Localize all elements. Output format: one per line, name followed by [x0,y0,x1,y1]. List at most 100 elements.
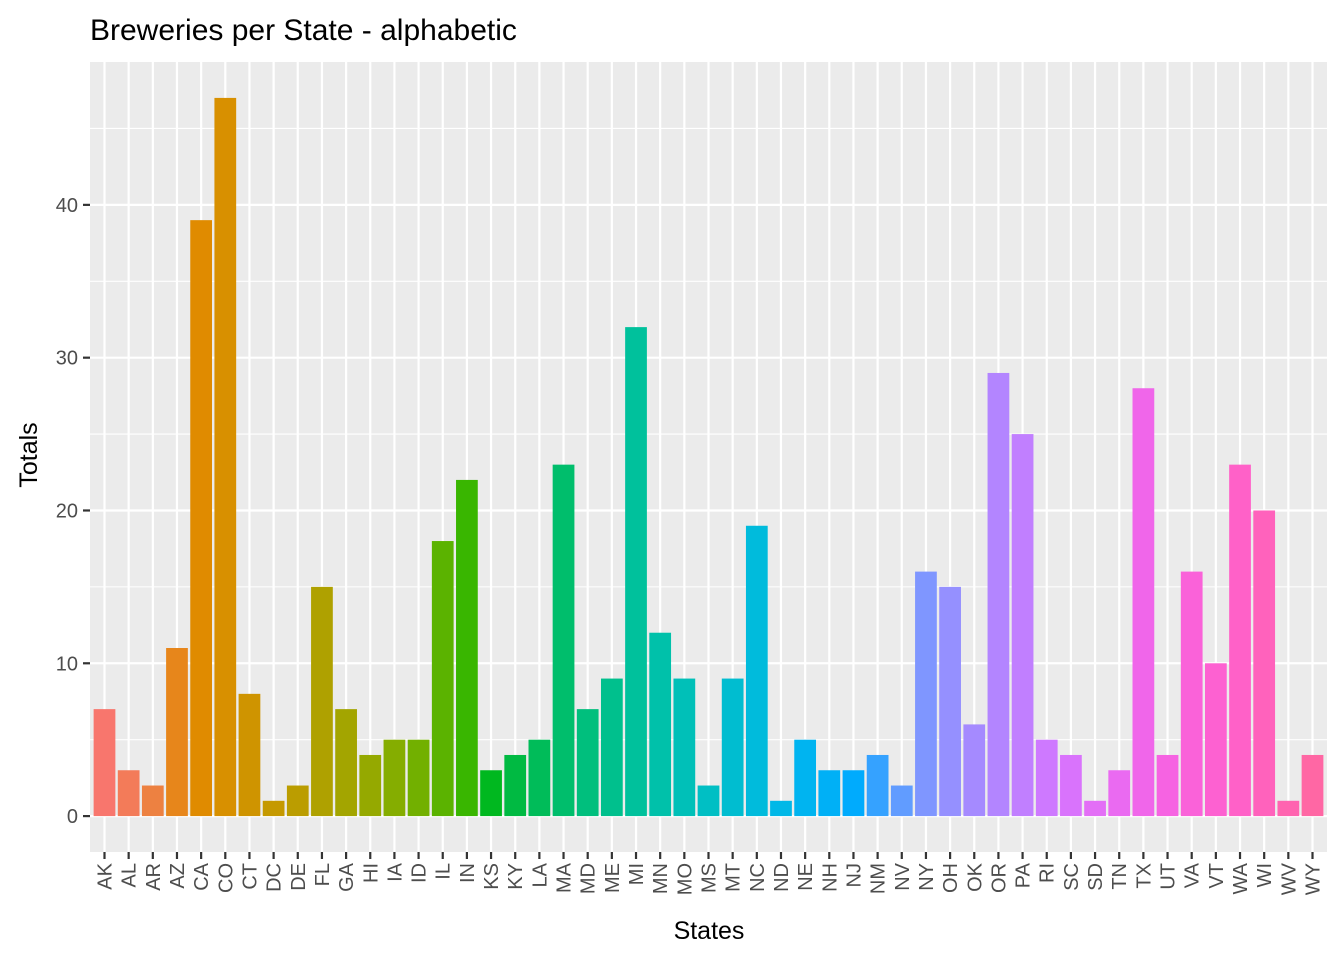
bar-vt [1204,663,1227,817]
bar-ct [238,693,261,817]
y-tick-label: 30 [56,348,78,370]
x-tick-label: NJ [843,863,865,887]
bar-tn [1108,770,1131,817]
x-tick-label: IA [384,862,406,882]
x-tick-label: IN [457,863,479,883]
x-tick-label: VT [1206,863,1228,889]
x-tick-label: MA [554,862,576,893]
bar-ok [963,724,986,817]
bar-ky [504,754,527,817]
x-tick-label: GA [336,862,358,892]
x-tick-label: KY [505,863,527,890]
bar-wi [1253,510,1276,817]
x-tick-label: HI [360,863,382,883]
bar-sd [1084,800,1106,817]
y-tick-label: 40 [56,195,78,217]
bar-al [117,770,140,817]
x-tick-label: SC [1061,863,1083,891]
x-axis: AK AL AR AZ CA CO CT DC DE FL GA HI IA ID IL IN KS KY LA MA… [94,852,1325,895]
bar-ma [552,464,575,817]
x-tick-label: UT [1158,863,1180,890]
x-tick-label: NH [819,863,841,892]
bar-fl [311,586,333,817]
bar-va [1180,571,1203,817]
x-tick-label: MI [626,863,648,885]
bar-ca [190,220,213,817]
chart-title: Breweries per State - alphabetic [90,14,517,47]
bar-wv [1277,800,1300,817]
bar-ks [480,770,502,817]
bar-mn [649,632,672,817]
bar-ne [794,739,817,817]
bar-la [528,739,551,817]
x-tick-label: ME [602,863,624,893]
x-tick-label: MD [578,863,600,894]
bar-or [987,372,1010,817]
bar-tx [1132,388,1155,817]
bar-me [600,678,623,817]
x-tick-label: NM [868,863,890,894]
x-tick-label: AK [94,862,116,889]
x-tick-label: RI [1037,863,1059,883]
x-tick-label: WA [1230,862,1252,894]
bar-mt [721,678,744,817]
x-tick-label: NY [916,863,938,891]
x-tick-label: DE [288,863,310,891]
x-tick-label: NV [892,862,914,890]
x-tick-label: SD [1085,863,1107,891]
bar-nv [890,785,913,817]
x-tick-label: CO [215,863,237,893]
bar-nd [770,800,792,817]
bar-ia [383,739,406,817]
bar-ri [1035,739,1058,817]
bar-sc [1060,754,1082,817]
x-tick-label: AL [119,863,141,887]
x-tick-label: FL [312,863,334,886]
y-axis-title: Totals [15,422,43,487]
x-tick-label: DC [264,863,286,892]
x-tick-label: TN [1109,863,1131,890]
bar-nj [842,770,865,817]
x-tick-label: MT [723,863,745,892]
bar-wy [1301,754,1324,817]
x-tick-label: ID [409,863,431,883]
x-tick-label: PA [1013,862,1035,888]
x-tick-label: LA [529,862,551,887]
x-tick-label: NC [747,863,769,892]
bar-az [166,648,188,817]
bar-co [214,97,237,817]
x-tick-label: OK [964,862,986,892]
x-tick-label: ND [771,863,793,892]
x-tick-label: WI [1254,863,1276,887]
bar-hi [359,754,382,817]
bar-nm [866,754,889,817]
bar-ak [93,709,116,817]
bar-mi [625,327,647,817]
x-tick-label: MO [674,863,696,895]
y-tick-label: 10 [56,653,78,675]
x-tick-label: NE [795,863,817,891]
bar-ga [335,709,357,817]
bar-nc [745,525,768,817]
bar-mo [673,678,696,817]
bar-id [407,739,430,817]
bar-il [431,541,454,817]
bar-ny [915,571,937,817]
bar-md [576,709,599,817]
x-tick-label: WY [1303,863,1325,895]
x-tick-label: WV [1278,862,1300,895]
bar-de [286,785,309,817]
x-tick-label: AZ [167,863,189,889]
y-tick-label: 20 [56,500,78,522]
x-tick-label: VA [1182,862,1204,888]
x-tick-label: MN [650,863,672,894]
x-tick-label: CT [239,863,261,890]
x-tick-label: OR [988,863,1010,893]
x-axis-title: States [674,917,745,945]
x-tick-label: IL [433,863,455,880]
bar-ut [1156,754,1179,817]
bar-dc [262,800,285,817]
x-tick-label: CA [191,862,213,890]
bars [93,97,1324,817]
